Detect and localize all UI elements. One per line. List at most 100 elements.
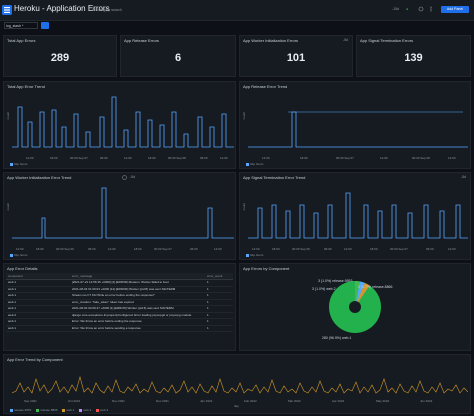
panel-time-meta: -5d <box>342 38 348 42</box>
signal-errors-value: 139 <box>404 52 423 64</box>
panel-time-meta: -5d <box>460 175 466 179</box>
x-tick: Mar 2022 <box>288 399 301 403</box>
x-tick: Jan 2022 <box>200 399 213 403</box>
panel-title: App Error Details <box>7 266 38 271</box>
page-title: Heroku - Application Errors <box>14 4 110 13</box>
pie-slice-release-8866 <box>355 283 369 307</box>
signal-trend-panel: App Signal Termination Error Trend -5d c… <box>239 172 471 260</box>
table-row[interactable]: web.1 error_creation: "fake_token" token … <box>6 299 233 306</box>
table-row[interactable]: web.1 2021-08-03 01:09:03 +0000 [12] [ERR… <box>6 286 233 293</box>
column-header[interactable]: component <box>6 273 70 280</box>
panel-title: App Release Errors <box>124 38 159 43</box>
add-panel-button[interactable]: Add Panel <box>441 6 469 13</box>
y-axis-label: count <box>6 203 10 211</box>
x-tick: 06:00 <box>88 247 96 251</box>
x-tick: 12:00 <box>380 156 388 160</box>
panel-title: Total App Errors <box>7 38 36 43</box>
release-errors-value: 6 <box>174 52 182 64</box>
total-trend-panel: Total App Error Trend count 12:00 18:00 … <box>3 81 236 169</box>
panel-title: App Release Error Trend <box>243 84 288 89</box>
x-tick: Apr 2022 <box>332 399 345 403</box>
table-row[interactable]: web.2 django.core.exceptions.ImproperlyCo… <box>6 312 233 319</box>
clock-icon <box>122 175 127 180</box>
x-tick: 12:00 <box>214 247 222 251</box>
x-tick: 00:00 Sep 07 <box>336 156 354 160</box>
dashboard-logo-icon <box>2 5 12 15</box>
x-tick: 18:00 <box>50 156 58 160</box>
trend-by-component-panel: App Error Trend by Component Sep 2021 Oc… <box>3 354 471 414</box>
worker-errors-value: 101 <box>286 52 306 64</box>
x-tick: 12:00 <box>26 156 34 160</box>
x-tick: 06:00 <box>190 247 198 251</box>
table-row[interactable]: web.1 2021-08-03 02:09:47 +0000 [1] [ERRO… <box>6 305 233 313</box>
x-tick: 12:00 <box>220 156 228 160</box>
component-pie-chart <box>329 281 381 333</box>
x-tick: 00:00 Sep 08 <box>168 156 186 160</box>
x-tick: 12:00 <box>16 247 24 251</box>
x-tick: 12:00 <box>124 156 132 160</box>
chart-legend: http.hours <box>10 253 27 257</box>
page-subtitle: All category search <box>92 8 122 12</box>
chart-legend: http.hours <box>246 253 263 257</box>
column-header[interactable]: error_message <box>70 273 205 280</box>
signal-errors-panel: App Signal Termination Errors 139 <box>356 35 471 77</box>
table-row[interactable]: web.1 Error: We throw an error before end… <box>6 318 233 326</box>
more-options-icon[interactable] <box>428 6 434 12</box>
x-tick: 12:00 <box>448 156 456 160</box>
x-tick: Oct 2021 <box>68 399 81 403</box>
y-axis-label: count <box>242 112 246 120</box>
worker-trend-panel: App Worker Initialization Error Trend -5… <box>3 172 236 260</box>
x-tick: 12:00 <box>344 247 352 251</box>
chart-legend: http.hours <box>10 162 27 166</box>
pie-slice-release-9553 <box>355 281 361 307</box>
y-axis-label: count <box>6 112 10 120</box>
time-range-selector[interactable]: -15d <box>392 7 400 11</box>
panel-title: Total App Error Trend <box>7 84 45 89</box>
x-tick: 00:00 Sep 06 <box>292 247 310 251</box>
x-tick: 06:00 <box>324 247 332 251</box>
pie-label: 2 (0.7%) release.8866 <box>358 285 393 289</box>
filter-apply-button[interactable] <box>41 22 49 29</box>
x-tick: 06:00 <box>100 156 108 160</box>
x-tick: 18:00 <box>300 156 308 160</box>
release-trend-chart <box>248 111 468 148</box>
x-tick: 06:00 <box>200 156 208 160</box>
x-tick: Dec 2021 <box>156 399 169 403</box>
x-tick: 12:00 <box>262 156 270 160</box>
chart-legend: release.9553 release.8866 web.1 web.2 we… <box>10 408 108 412</box>
top-bar: Heroku - Application Errors All category… <box>0 0 474 21</box>
x-tick: 00:00 Sep 07 <box>70 156 88 160</box>
y-axis-label: count <box>242 203 246 211</box>
x-tick: 00:00 Sep 08 <box>412 156 430 160</box>
log-filter-input[interactable]: log_stash * <box>4 22 38 29</box>
total-errors-value: 289 <box>50 52 70 64</box>
signal-trend-chart <box>248 192 468 239</box>
panel-title: App Signal Termination Errors <box>360 38 414 43</box>
panel-title: App Errors by Component <box>243 266 290 271</box>
x-tick: Nov 2021 <box>112 399 125 403</box>
table-row[interactable]: web.1 [2021-07-21 12:56:36 +0000] [2] [ER… <box>6 279 233 287</box>
error-details-panel: App Error Details component error_messag… <box>3 263 236 351</box>
panel-title: App Worker Initialization Errors <box>243 38 299 43</box>
refresh-icon[interactable] <box>418 6 424 12</box>
x-tick: 12:00 <box>108 247 116 251</box>
table-row[interactable]: web.1 Stream res FT FAI Write an error be… <box>6 292 233 300</box>
x-axis-label: day <box>234 404 239 408</box>
x-tick: 18:00 <box>134 247 142 251</box>
column-header[interactable]: error_count <box>205 273 233 280</box>
pie-label: 280 (96.9%) web.1 <box>322 336 352 340</box>
pie-slice-web-2 <box>355 281 365 307</box>
panel-title: App Signal Termination Error Trend <box>243 175 306 180</box>
worker-trend-chart <box>12 187 234 239</box>
release-errors-panel: App Release Errors 6 <box>120 35 236 77</box>
x-tick: 18:00 <box>36 247 44 251</box>
x-tick: 18:00 <box>272 247 280 251</box>
panel-title: App Error Trend by Component <box>7 357 63 362</box>
x-tick: 00:00 Sep 06 <box>56 247 74 251</box>
pie-label: 3 (1.0%) release.9553 <box>318 279 353 283</box>
errors-by-component-panel: App Errors by Component 3 (1.0%) release… <box>239 263 471 351</box>
error-details-table-wrap: component error_message error_count web.… <box>6 273 233 332</box>
table-row[interactable]: web.1 Error: We throw an error before sen… <box>6 325 233 332</box>
error-details-table: component error_message error_count web.… <box>6 273 233 332</box>
live-indicator[interactable]: ● <box>406 7 409 11</box>
